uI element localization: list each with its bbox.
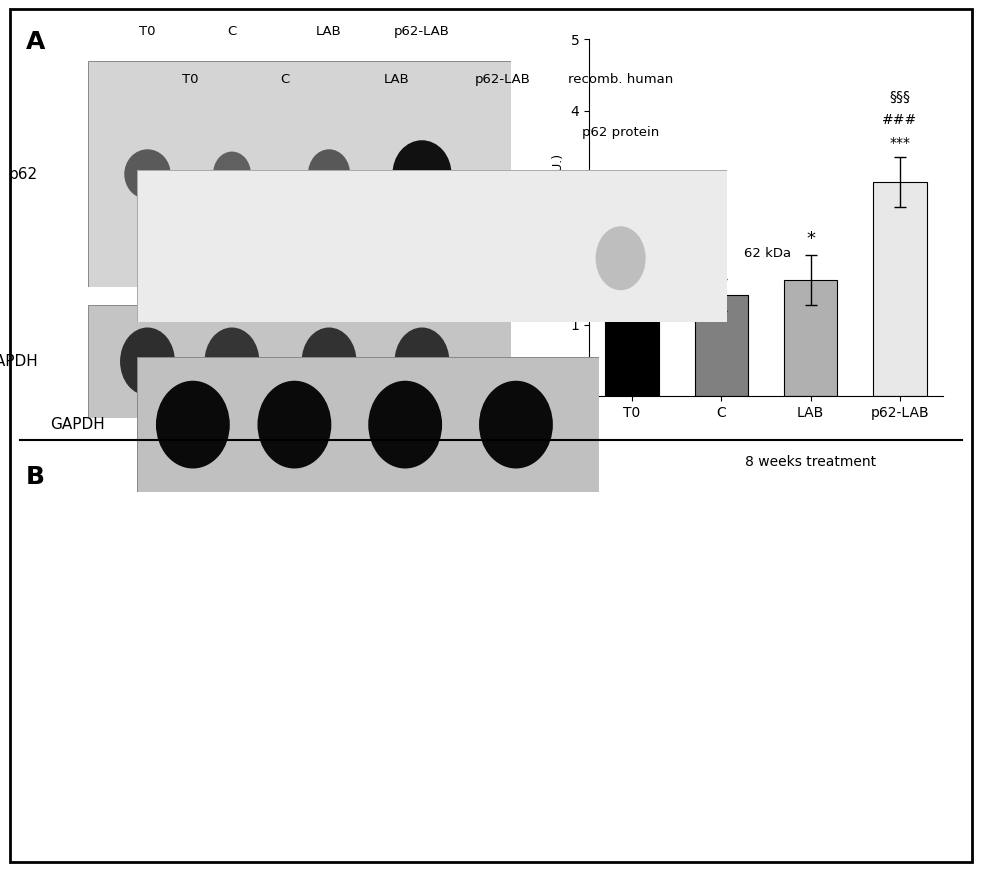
- Text: GAPDH: GAPDH: [50, 417, 105, 432]
- Ellipse shape: [257, 381, 331, 469]
- Text: p62-LAB: p62-LAB: [475, 73, 530, 86]
- Text: *: *: [806, 230, 815, 247]
- Text: ***: ***: [890, 136, 910, 150]
- Ellipse shape: [125, 149, 171, 199]
- Ellipse shape: [204, 327, 259, 395]
- Text: LAB: LAB: [384, 73, 409, 86]
- FancyBboxPatch shape: [137, 170, 727, 322]
- Bar: [873, 182, 927, 396]
- Text: p62-LAB: p62-LAB: [394, 25, 450, 38]
- Ellipse shape: [308, 149, 351, 199]
- Ellipse shape: [595, 226, 645, 290]
- Ellipse shape: [368, 381, 442, 469]
- Text: *: *: [717, 254, 726, 272]
- Text: GAPDH: GAPDH: [0, 354, 37, 369]
- Text: ###: ###: [882, 113, 917, 127]
- Text: p62: p62: [9, 166, 37, 182]
- Ellipse shape: [156, 381, 230, 469]
- Text: C: C: [227, 25, 237, 38]
- Text: T0: T0: [139, 25, 156, 38]
- FancyBboxPatch shape: [88, 305, 511, 418]
- Ellipse shape: [395, 327, 450, 395]
- Bar: [784, 280, 838, 396]
- Ellipse shape: [213, 152, 251, 197]
- Ellipse shape: [301, 327, 356, 395]
- Text: T0: T0: [183, 73, 198, 86]
- Ellipse shape: [479, 381, 553, 469]
- FancyBboxPatch shape: [137, 357, 599, 492]
- Text: 8 weeks treatment: 8 weeks treatment: [745, 455, 876, 469]
- Y-axis label: p62
Densitometry (A. U.): p62 Densitometry (A. U.): [537, 153, 565, 282]
- Text: 62 kDa: 62 kDa: [744, 247, 791, 260]
- Text: A: A: [26, 30, 45, 54]
- Bar: [694, 295, 748, 396]
- Text: B: B: [26, 465, 45, 490]
- Ellipse shape: [120, 327, 175, 395]
- Text: recomb. human: recomb. human: [568, 73, 674, 86]
- Text: LAB: LAB: [316, 25, 342, 38]
- Text: §§§: §§§: [890, 91, 910, 105]
- Text: C: C: [280, 73, 290, 86]
- Bar: [605, 320, 659, 396]
- Text: p62 protein: p62 protein: [582, 126, 659, 139]
- FancyBboxPatch shape: [88, 61, 511, 287]
- Ellipse shape: [393, 140, 452, 208]
